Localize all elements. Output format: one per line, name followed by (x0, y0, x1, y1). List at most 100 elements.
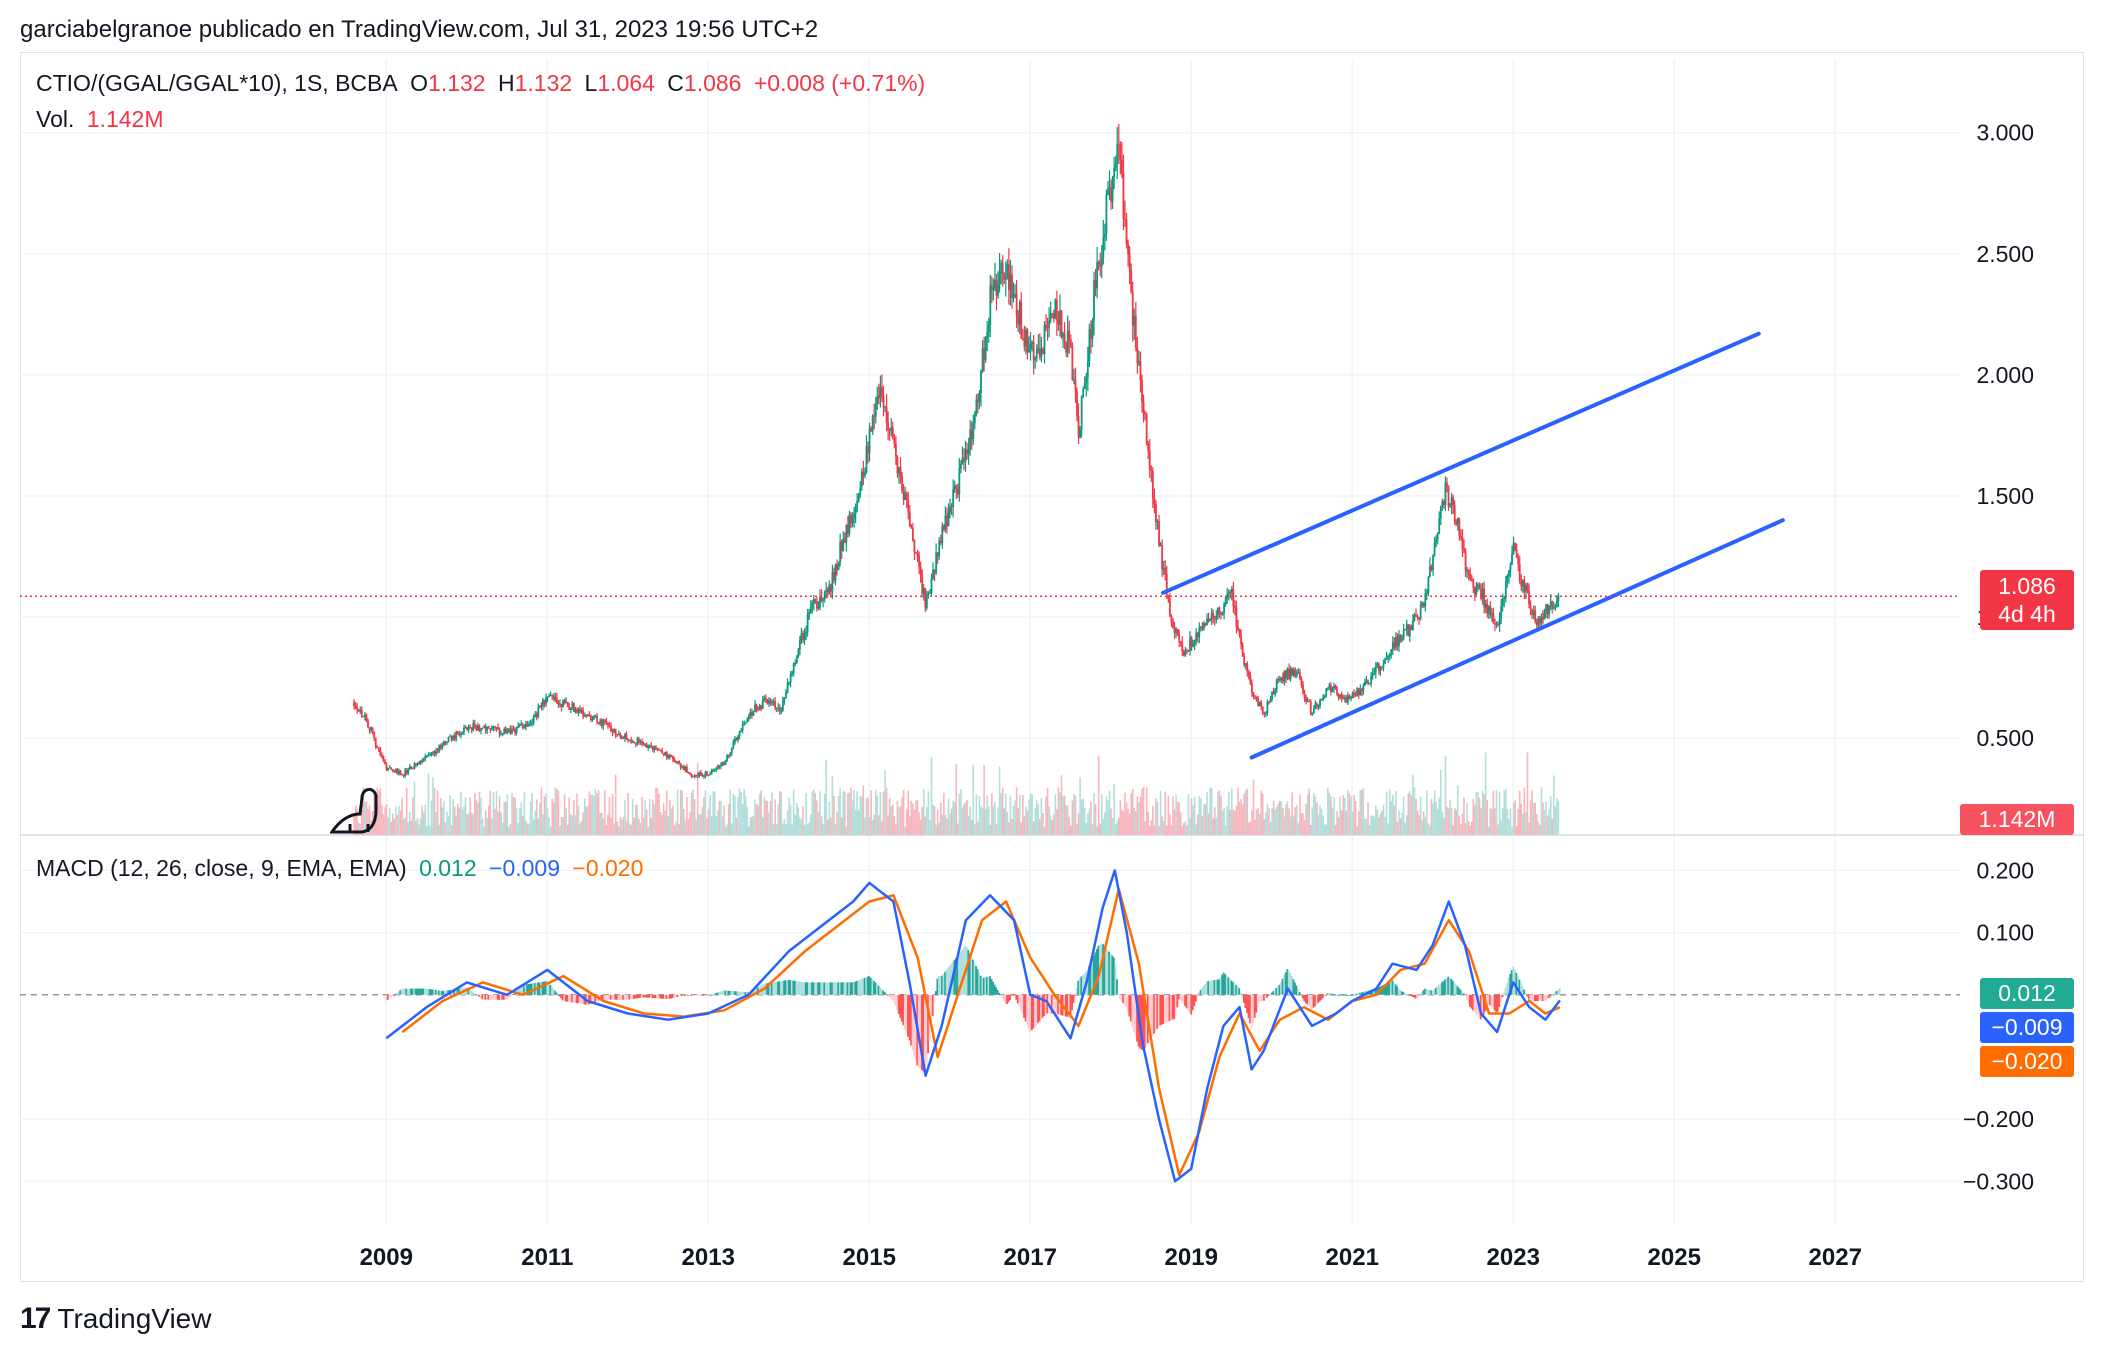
volume-bar (506, 794, 509, 835)
macd-hist-bar (718, 992, 720, 995)
macd-hist-bar (979, 975, 982, 995)
macd-hist-bar (688, 994, 691, 996)
volume-bar (1511, 826, 1513, 835)
symbol-name[interactable]: CTIO/(GGAL/GGAL*10), 1S, BCBA (36, 70, 398, 96)
candle-body (1373, 672, 1376, 674)
volume-bar (393, 818, 396, 835)
macd-hist-bar (1284, 972, 1287, 995)
macd-hist-bar (391, 994, 394, 997)
candle-body (1251, 683, 1253, 693)
macd-legend[interactable]: MACD (12, 26, close, 9, EMA, EMA) 0.012 … (36, 855, 649, 882)
volume-bar (1183, 823, 1185, 835)
candle-body (602, 719, 605, 726)
footer-brand[interactable]: 17 TradingView (20, 1302, 211, 1336)
candle-body (458, 733, 461, 736)
symbol-legend[interactable]: CTIO/(GGAL/GGAL*10), 1S, BCBA O1.132 H1.… (36, 70, 931, 97)
volume-bar (1399, 818, 1402, 835)
macd-hist-bar (920, 994, 923, 1070)
macd-hist-bar (1055, 994, 1058, 1015)
volume-bar (1278, 800, 1281, 835)
volume-bar (577, 805, 580, 835)
candle-body (1394, 637, 1397, 648)
candle-body (1094, 280, 1097, 289)
macd-hist-bar (990, 978, 993, 995)
candle-body (912, 528, 914, 541)
macd-hist-bar (792, 980, 795, 995)
macd-hist-bar (880, 988, 883, 995)
macd-hist-bar (1503, 992, 1505, 995)
candle-body (751, 712, 753, 716)
volume-bar (463, 806, 465, 835)
volume-bar (1436, 808, 1439, 835)
macd-hist-bar (1405, 993, 1408, 995)
candle-body (828, 584, 831, 593)
volume-bar (848, 792, 851, 835)
volume-bar (737, 796, 739, 835)
macd-hist-bar (1111, 955, 1114, 995)
volume-bar (523, 792, 526, 835)
macd-hist-bar (605, 994, 607, 1000)
macd-hist-bar (1187, 994, 1190, 1011)
candle-body (1424, 593, 1427, 607)
candle-body (1280, 677, 1283, 681)
candle-body (1540, 616, 1543, 624)
candle-body (364, 714, 366, 718)
volume-bar (1104, 812, 1106, 835)
volume-bar (587, 805, 589, 835)
macd-hist-bar (1218, 979, 1221, 995)
macd-hist-bar (1221, 974, 1224, 995)
volume-bar (721, 816, 724, 835)
macd-hist-bar (1311, 994, 1313, 1010)
volume-bar (1311, 807, 1314, 835)
macd-hist-bar (1486, 994, 1488, 1009)
macd-hist-bar (1153, 994, 1155, 1034)
candle-body (724, 760, 727, 765)
volume-legend[interactable]: Vol. 1.142M (36, 106, 169, 133)
candle-body (1244, 663, 1247, 666)
lower-channel-line (1249, 518, 1785, 760)
volume-bar (1037, 804, 1040, 835)
volume-bar (1395, 791, 1397, 835)
macd-hist-bar (1012, 994, 1015, 996)
macd-hist-bar (501, 994, 504, 1000)
x-axis-tick: 2017 (1004, 1244, 1057, 1271)
candle-body (687, 772, 690, 774)
macd-hist-bar (1552, 993, 1555, 995)
volume-bar (905, 808, 908, 835)
macd-hist-bar (866, 976, 869, 995)
candle-body (746, 719, 749, 723)
volume-bar (778, 791, 781, 835)
candle-body (661, 750, 664, 754)
volume-bar (1474, 804, 1476, 835)
macd-hist-bar (1475, 994, 1477, 1014)
macd-hist-bar (1024, 994, 1027, 1022)
candle-body (1365, 680, 1368, 682)
volume-bar (947, 799, 950, 835)
macd-hist-bar (1362, 992, 1364, 995)
macd-hist-bar (1495, 994, 1498, 1013)
volume-bar (517, 822, 519, 835)
candle-body (888, 429, 891, 431)
candle-body (644, 744, 646, 746)
macd-hist-bar (1140, 994, 1143, 1050)
candle-body (1195, 632, 1198, 641)
macd-hist-bar (944, 971, 947, 995)
macd-hist-bar (1433, 989, 1436, 995)
candle-body (501, 733, 504, 735)
macd-hist-bar (1306, 994, 1309, 1005)
macd-hist-bar (888, 994, 891, 997)
candle-body (1353, 693, 1355, 695)
volume-bar (1552, 775, 1555, 835)
macd-hist-bar (645, 994, 648, 998)
candle-body (538, 705, 541, 707)
macd-hist-bar (662, 994, 665, 999)
macd-hist-bar (716, 992, 719, 995)
volume-bar (1223, 808, 1225, 835)
candle-body (611, 731, 614, 733)
candle-body (972, 423, 975, 440)
candle-body (771, 702, 773, 704)
macd-hist-bar (854, 981, 857, 995)
macd-hist-bar (1558, 988, 1561, 995)
macd-hist-bar (814, 982, 816, 995)
